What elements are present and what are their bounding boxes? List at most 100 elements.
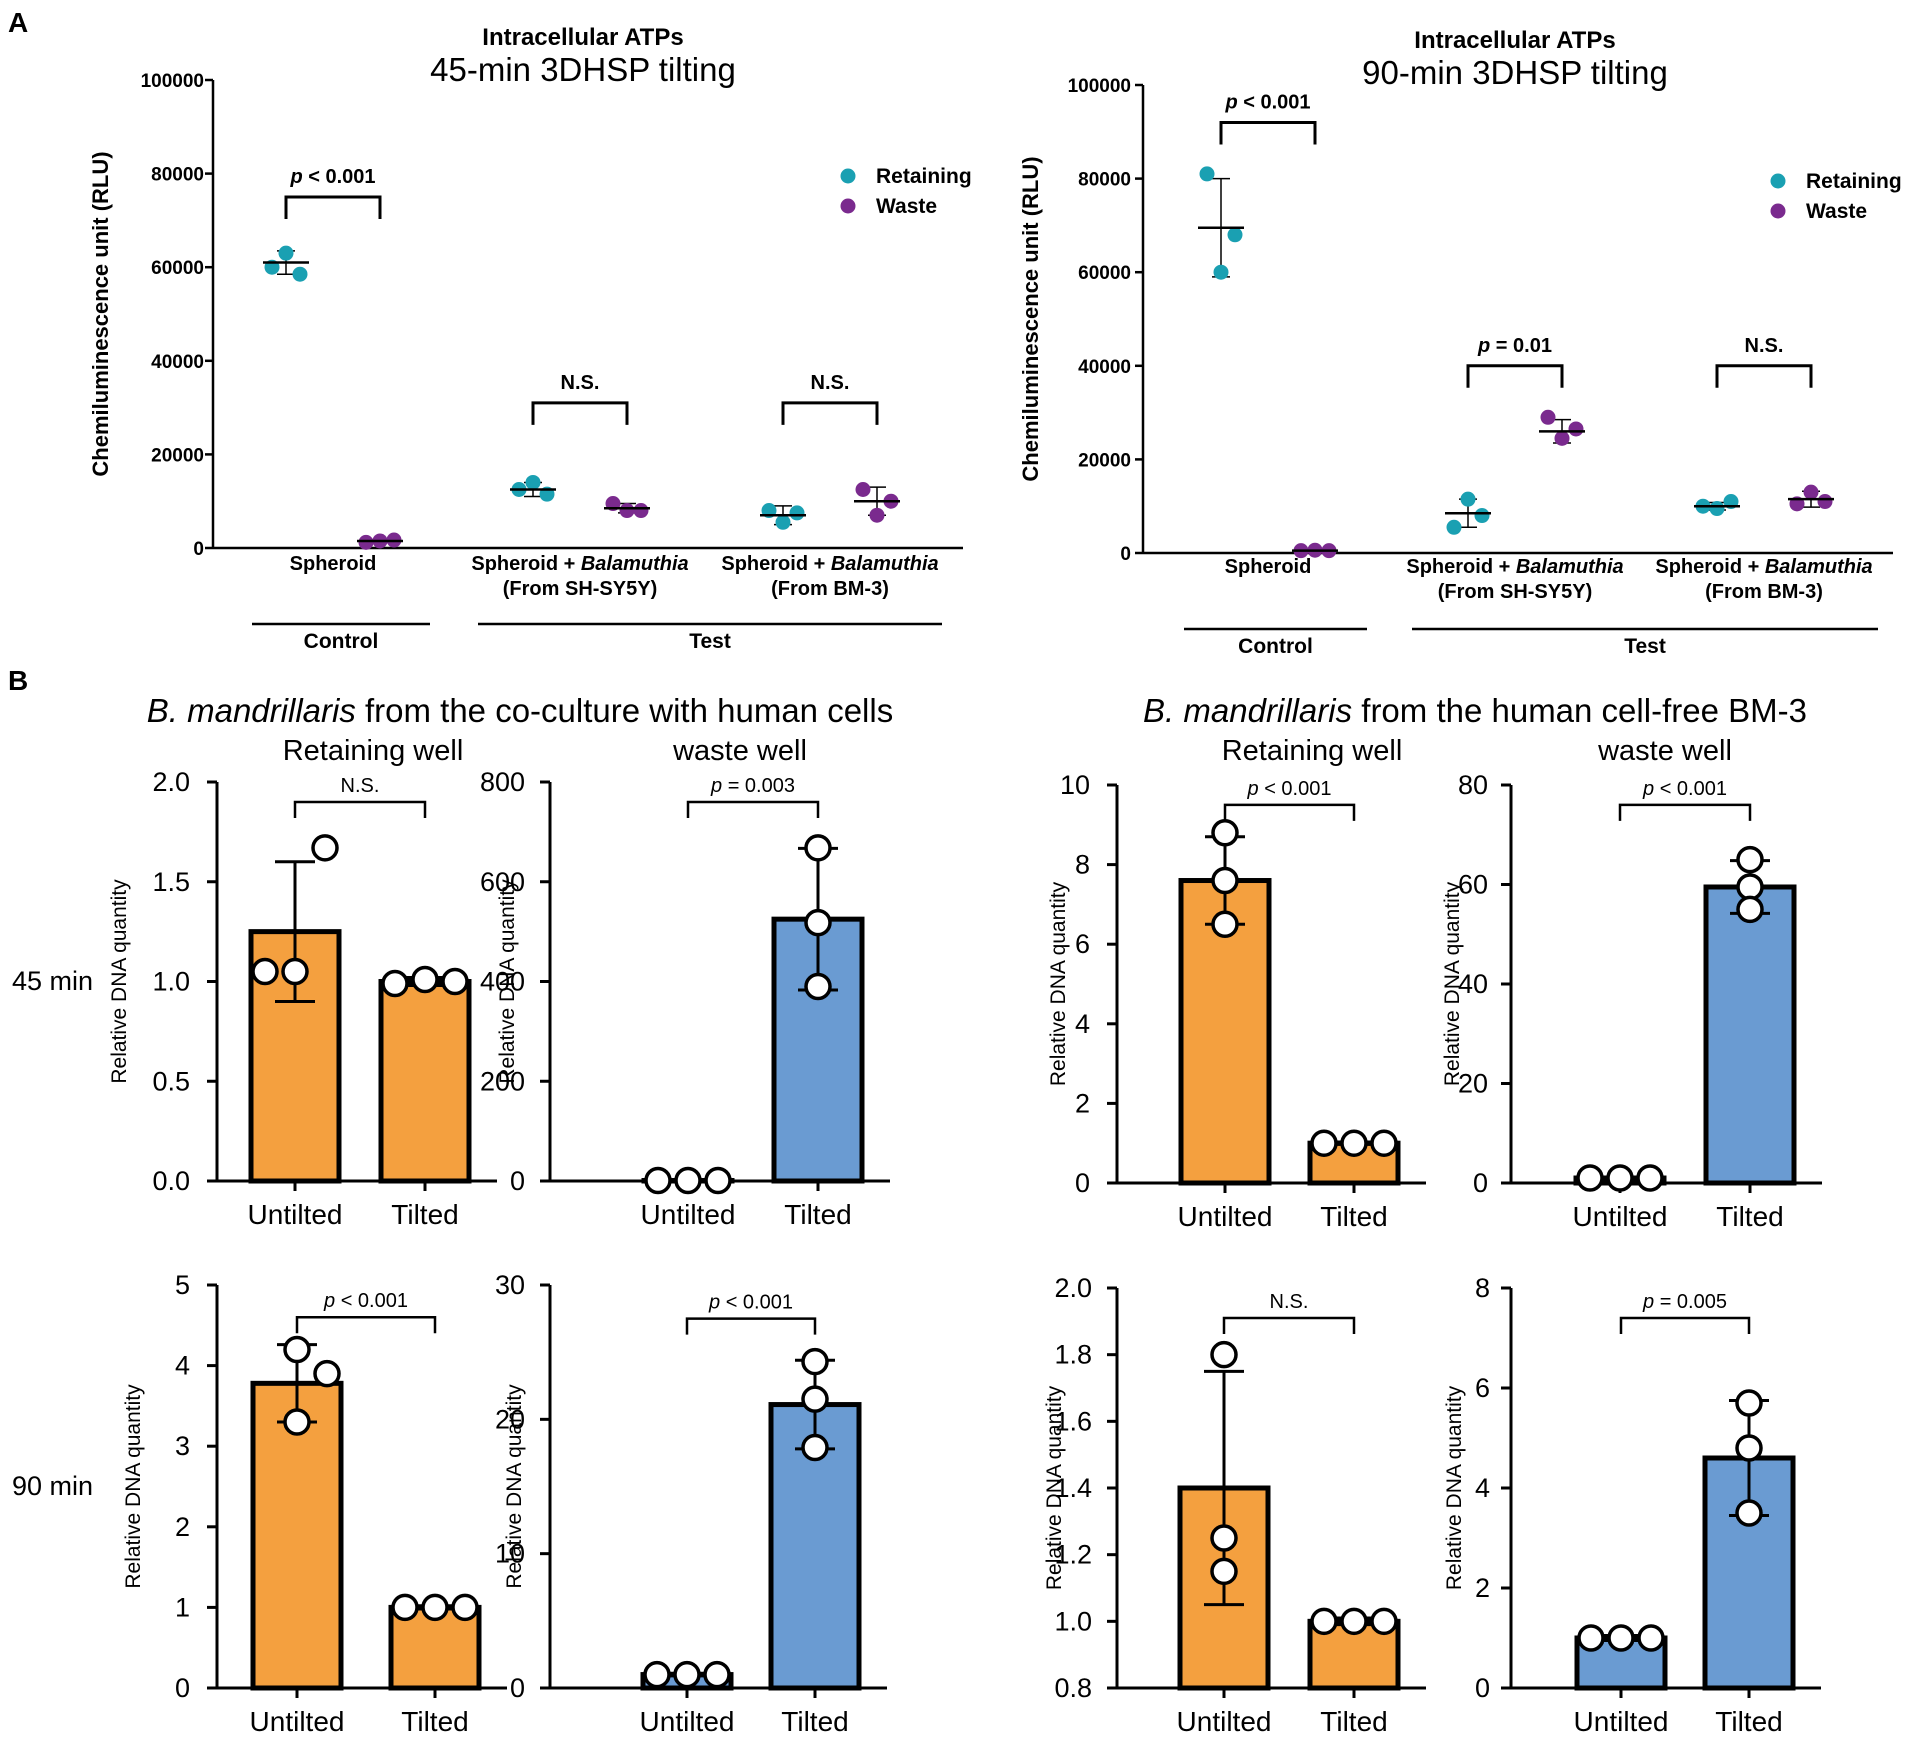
b3-data-point <box>804 834 832 862</box>
b7-y-tick-label: 20 <box>495 1404 525 1434</box>
b8-data-point <box>1210 1340 1238 1369</box>
b4-y-tick-label: 4 <box>1075 1009 1090 1039</box>
b3-y-axis-label: Relative DNA quantity <box>496 879 519 1084</box>
b9-data-point <box>1637 1624 1665 1652</box>
a1-y-tick-label: 100000 <box>1068 76 1131 97</box>
a1-significance-bracket <box>1219 120 1317 145</box>
section-b-right-header-italic: B. mandrillaris <box>1143 692 1352 729</box>
a1-category-label-part: Spheroid <box>1225 556 1312 578</box>
a1-legend-label: Waste <box>1806 200 1867 223</box>
b6-category-label: Untilted <box>250 1706 345 1737</box>
b4-y-tick-label: 10 <box>1060 770 1090 800</box>
a1-y-tick-label: 40000 <box>1078 357 1131 378</box>
b7-category-label: Untilted <box>640 1706 735 1737</box>
b5-data-point <box>1576 1164 1604 1192</box>
b5-y-tick-label: 40 <box>1458 969 1488 999</box>
b8-data-point <box>1210 1524 1238 1552</box>
b4-data-point <box>1340 1129 1368 1157</box>
b2-y-axis-label: Relative DNA quantity <box>108 879 131 1084</box>
a0-legend-marker <box>840 198 856 214</box>
b6-y-tick-label: 5 <box>175 1270 190 1300</box>
b5-y-axis-label: Relative DNA quantity <box>1441 881 1464 1086</box>
a1-y-tick-label: 20000 <box>1078 450 1131 471</box>
b2-y-tick-label: 1.5 <box>152 867 190 897</box>
b2-title: Retaining well <box>283 735 464 767</box>
b6-significance-bracket <box>295 1315 437 1334</box>
a0-y-tick-label: 80000 <box>151 165 204 186</box>
a1-y-tick-label: 0 <box>1120 544 1131 565</box>
a1-retaining-point <box>1199 166 1215 182</box>
b4-data-point <box>1211 910 1239 939</box>
b8-y-tick-label: 1.6 <box>1054 1406 1092 1436</box>
b2-data-point <box>311 834 339 862</box>
b6-data-point <box>391 1593 419 1622</box>
a1-significance-italic: p <box>1224 91 1237 113</box>
a0-category-label: (From SH-SY5Y) <box>503 578 657 600</box>
a1-category-label: Spheroid + Balamuthia <box>1655 556 1872 578</box>
a0-significance-text: < 0.001 <box>303 166 376 188</box>
b7-significance-italic: p <box>708 1292 720 1314</box>
b7-significance-text: < 0.001 <box>720 1292 793 1314</box>
a1-category-label: (From SH-SY5Y) <box>1438 581 1592 603</box>
b3-significance-text: = 0.003 <box>722 775 795 797</box>
b3-y-tick-label: 400 <box>480 967 525 997</box>
a1-y-axis-label: Chemiluminescence unit (RLU) <box>1018 156 1043 481</box>
b3-category-label: Tilted <box>784 1199 851 1230</box>
a1-significance-text: < 0.001 <box>1238 91 1311 113</box>
b2-y-tick-label: 2.0 <box>152 767 190 797</box>
b8-category-label: Untilted <box>1177 1706 1272 1737</box>
b6-significance-text: < 0.001 <box>335 1290 408 1312</box>
b7-data-point <box>643 1660 671 1689</box>
b5-y-tick-label: 20 <box>1458 1069 1488 1099</box>
a0-significance-label: N.S. <box>811 372 850 394</box>
b9-significance-bracket <box>1619 1316 1751 1334</box>
a1-y-tick-label: 80000 <box>1078 170 1131 191</box>
b8-y-tick-label: 1.2 <box>1054 1540 1092 1570</box>
b4-y-tick-label: 6 <box>1075 929 1090 959</box>
b3-data-point <box>704 1166 732 1195</box>
b3-y-tick-label: 600 <box>480 867 525 897</box>
a0-y-tick-label: 20000 <box>151 445 204 466</box>
section-b-right-header: B. mandrillaris from the human cell-free… <box>1143 692 1807 729</box>
b7-y-axis-label: Relative DNA quantity <box>503 1384 526 1589</box>
a0-y-axis-label: Chemiluminescence unit (RLU) <box>88 151 113 476</box>
b4-y-tick-label: 2 <box>1075 1088 1090 1118</box>
a0-category-label-part: Spheroid <box>290 553 377 575</box>
b6-data-point <box>283 1408 311 1436</box>
b7-y-tick-label: 30 <box>495 1270 525 1300</box>
b2-category-label: Tilted <box>391 1199 458 1230</box>
a0-category-label: Spheroid <box>290 553 377 575</box>
section-b-left-header-rest: from the co-culture with human cells <box>356 692 893 729</box>
b6-data-point <box>283 1335 311 1364</box>
b4-data-point <box>1211 819 1239 847</box>
a1-category-label: Spheroid <box>1225 556 1312 578</box>
b4-significance-label: p < 0.001 <box>1247 778 1332 800</box>
a0-retaining-point <box>278 245 294 261</box>
section-b-left-header-italic: B. mandrillaris <box>147 692 356 729</box>
b5-y-tick-label: 0 <box>1473 1168 1488 1198</box>
b2-data-point <box>251 957 279 986</box>
a0-significance-italic: p <box>289 166 302 188</box>
a0-y-tick-label: 100000 <box>141 71 204 92</box>
b3-significance-italic: p <box>710 775 722 797</box>
b7-data-point <box>673 1660 701 1689</box>
b5-data-point <box>1736 895 1764 924</box>
b9-y-tick-label: 6 <box>1475 1373 1490 1403</box>
b6-y-tick-label: 0 <box>175 1673 190 1703</box>
a0-retaining-point <box>775 514 791 530</box>
b4-y-tick-label: 0 <box>1075 1168 1090 1198</box>
b9-data-point <box>1607 1624 1635 1652</box>
a1-significance-text: N.S. <box>1745 335 1784 357</box>
a0-legend-label: Retaining <box>876 165 972 188</box>
a1-legend-marker <box>1770 173 1786 189</box>
b6-data-point <box>451 1593 479 1622</box>
b2-data-point <box>281 957 309 986</box>
b7-data-point <box>801 1433 829 1462</box>
b4-data-point <box>1370 1129 1398 1157</box>
panel-label-a: A <box>8 7 28 38</box>
section-b-right-header-rest: from the human cell-free BM-3 <box>1352 692 1807 729</box>
a1-retaining-point <box>1460 491 1476 507</box>
b8-data-point <box>1370 1607 1398 1636</box>
b9-y-tick-label: 4 <box>1475 1473 1490 1503</box>
